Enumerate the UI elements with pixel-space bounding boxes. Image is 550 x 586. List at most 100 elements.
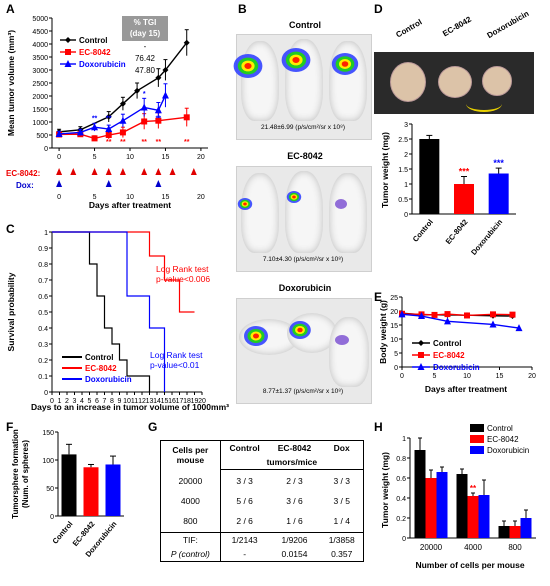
a-significance-red: ** [106, 139, 112, 146]
ec-dose-arrow [169, 168, 176, 175]
a-legend-marker [65, 49, 71, 55]
tgi-header-1: % TGI [133, 18, 157, 27]
table-cell: 3 / 3 [236, 476, 253, 486]
h-category-label: 800 [508, 543, 522, 552]
a-data-point [134, 87, 141, 94]
f-y-tick-label: 0 [50, 514, 54, 521]
y-tick-label: 0.2 [38, 358, 48, 365]
a-legend-label: EC-8042 [79, 48, 111, 57]
y-tick-label: 25 [390, 295, 398, 302]
a-significance-blue: * [143, 91, 146, 98]
g-head-cells: Cells per [172, 445, 209, 456]
y-tick-label: 5 [394, 351, 398, 358]
d-y-axis-label: Tumor weight (mg) [380, 132, 390, 208]
h-bar [436, 472, 448, 538]
d-y-tick-label: 3 [404, 122, 408, 129]
logrank-red-1: Log Rank test [156, 264, 209, 274]
logrank-blue-1: Log Rank test [150, 350, 203, 360]
h-legend-label: EC-8042 [487, 435, 519, 444]
table-row: TIF: 1/2143 1/9206 1/3858 [160, 532, 365, 547]
a-y-axis-label: Mean tumor volume (mm³) [6, 30, 16, 136]
y-tick-label: 0 [44, 146, 48, 153]
x-tick-label: 5 [93, 154, 97, 161]
e-data-point [398, 310, 406, 318]
y-tick-label: 5000 [32, 16, 48, 23]
ec-dose-label: EC-8042: [6, 169, 41, 178]
a-data-point [141, 118, 148, 125]
e-data-point [444, 311, 451, 318]
h-bar [509, 526, 521, 538]
tgi-header-2: (day 15) [129, 29, 161, 38]
y-tick-label: 0.3 [38, 342, 48, 349]
x-tick-label: 8 [110, 398, 114, 405]
panel-label-B: B [238, 2, 247, 16]
y-tick-label: 1 [44, 230, 48, 237]
table-cell: 1 / 4 [320, 508, 365, 533]
y-tick-label: 4500 [32, 29, 48, 36]
x-tick-label: 4 [80, 398, 84, 405]
x-tick-label: 11 [131, 398, 138, 405]
table-cell: 2 / 3 [286, 476, 303, 486]
a-legend-marker [65, 37, 71, 43]
h-y-tick-label: 0.2 [396, 516, 406, 523]
x-tick-label: 0 [400, 373, 404, 380]
signal-spot [243, 202, 247, 206]
d-category-label: EC-8042 [444, 218, 470, 246]
a-dose-x-tick-label: 10 [126, 194, 134, 201]
h-bar [414, 450, 426, 538]
table-cell: 1/2143 [220, 532, 269, 547]
f-bar [61, 454, 77, 516]
f-y-tick-label: 100 [42, 458, 54, 465]
a-data-point [161, 91, 169, 99]
a-data-point [183, 39, 190, 46]
b-title-ec8042: EC-8042 [287, 151, 323, 161]
y-tick-label: 15 [390, 323, 398, 330]
table-cell: 1 / 6 [286, 516, 303, 526]
e-data-point [444, 317, 451, 325]
e-data-point [490, 311, 496, 318]
h-category-label: 4000 [464, 543, 482, 552]
y-tick-label: 3000 [32, 68, 48, 75]
a-dose-x-tick-label: 20 [197, 194, 205, 201]
b-title-control: Control [289, 20, 321, 30]
h-bar [467, 496, 479, 538]
h-bar [425, 478, 437, 538]
y-tick-label: 0.1 [38, 374, 48, 381]
c-legend-label: EC-8042 [85, 364, 117, 373]
x-tick-label: 19 [191, 398, 199, 405]
panel-label-E: E [374, 290, 383, 304]
h-y-axis-label: Tumor weight (mg) [380, 452, 390, 528]
b-caption-ec8042: 7.10±4.30 (p/s/cm²/sr x 10⁸) [262, 256, 344, 263]
ec-dose-arrow [190, 168, 197, 175]
a-data-point [91, 135, 98, 142]
signal-spot [253, 333, 259, 339]
h-legend-swatch [470, 424, 484, 432]
x-tick-label: 13 [146, 398, 154, 405]
x-tick-label: 17 [176, 398, 184, 405]
h-category-label: 20000 [420, 543, 443, 552]
h-x-axis-label: Number of cells per mouse [415, 560, 524, 570]
h-bar [520, 518, 532, 538]
signal-spot [244, 63, 252, 69]
x-tick-label: 7 [103, 398, 107, 405]
e-legend-label: Doxorubicin [433, 363, 480, 372]
bioluminescence-image-dox [236, 298, 372, 404]
table-cell: 3 / 5 [320, 488, 365, 508]
e-data-point [431, 311, 438, 318]
table-cell: TIF: [160, 532, 221, 547]
table-cell: 5 / 6 [236, 496, 253, 506]
panel-label-G: G [148, 420, 158, 434]
x-tick-label: 1 [58, 398, 62, 405]
table-cell: 1/3858 [320, 532, 365, 547]
y-tick-label: 500 [36, 133, 48, 140]
e-data-point [489, 320, 497, 328]
x-tick-label: 10 [126, 154, 134, 161]
a-dose-x-tick-label: 15 [162, 194, 170, 201]
d-y-tick-label: 2 [404, 152, 408, 159]
bioluminescence-image-control [236, 34, 372, 140]
logrank-blue: Log Rank test p-value<0.01 [150, 350, 202, 370]
ec-dose-arrow [70, 168, 77, 175]
panel-label-H: H [374, 420, 383, 434]
a-data-point [119, 100, 126, 107]
logrank-blue-2: p-value<0.01 [150, 360, 200, 370]
